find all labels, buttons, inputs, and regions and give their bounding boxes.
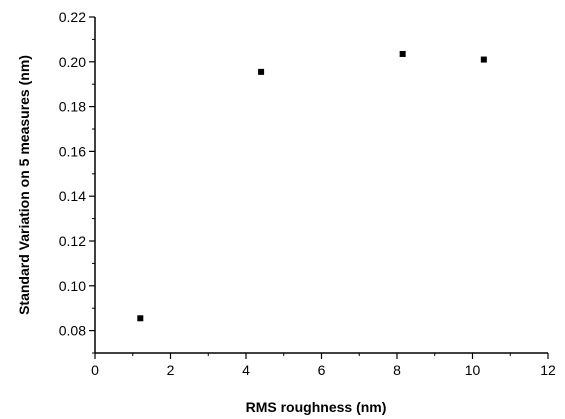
data-point — [480, 56, 487, 63]
y-tick-label: 0.08 — [59, 323, 86, 339]
x-tick-label: 12 — [540, 362, 556, 378]
y-tick-label: 0.10 — [59, 278, 86, 294]
y-tick-label: 0.18 — [59, 99, 86, 115]
x-tick-label: 4 — [242, 362, 250, 378]
y-tick-label: 0.16 — [59, 143, 86, 159]
x-ticks: 0 2 4 6 8 10 12 — [91, 353, 556, 378]
y-tick-label: 0.20 — [59, 54, 86, 70]
x-tick-label: 10 — [465, 362, 481, 378]
data-point — [258, 68, 265, 75]
y-axis-title: Standard Variation on 5 measures (nm) — [16, 55, 32, 315]
x-tick-label: 0 — [91, 362, 99, 378]
y-tick-label: 0.22 — [59, 9, 86, 25]
plot-area — [94, 17, 548, 354]
x-tick-label: 2 — [167, 362, 175, 378]
data-points — [137, 50, 487, 322]
data-point — [399, 50, 406, 57]
y-tick-label: 0.12 — [59, 233, 86, 249]
y-tick-label: 0.14 — [59, 188, 86, 204]
y-ticks: 0.08 0.10 0.12 0.14 0.16 0.18 0.20 0.22 — [59, 9, 95, 354]
x-tick-label: 8 — [393, 362, 401, 378]
data-point — [137, 315, 144, 322]
x-axis-title: RMS roughness (nm) — [246, 399, 387, 415]
x-tick-label: 6 — [318, 362, 326, 378]
